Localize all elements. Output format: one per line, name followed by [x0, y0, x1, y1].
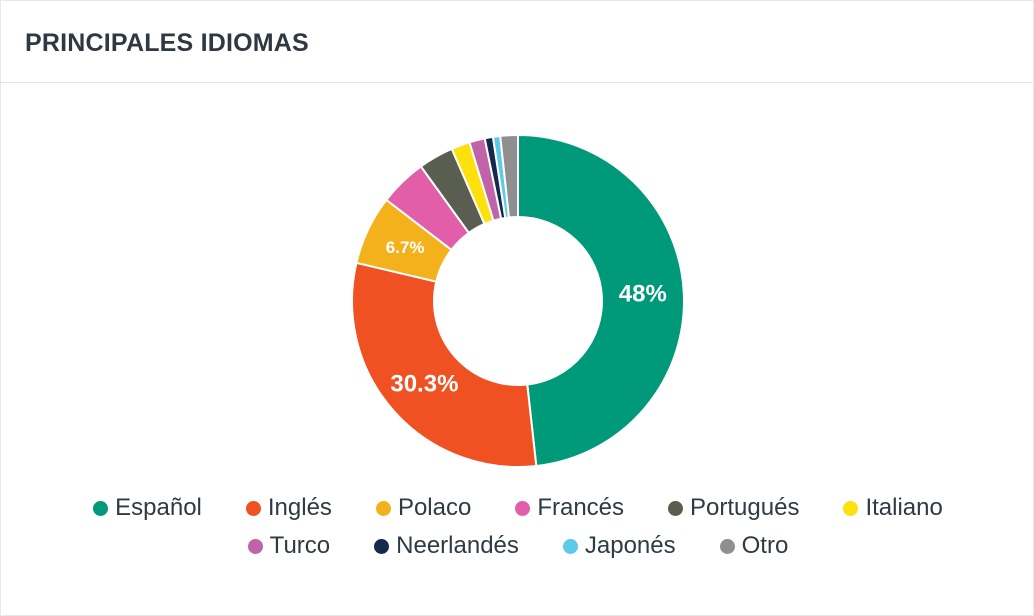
legend-label: Francés	[537, 494, 625, 521]
legend-label: Otro	[741, 532, 789, 559]
legend-dot-icon	[93, 500, 109, 516]
legend-dot-icon	[515, 500, 531, 516]
data-label-inglés: 30.3%	[390, 370, 458, 397]
legend-label: Polaco	[397, 494, 472, 521]
legend-dot-icon	[374, 538, 390, 554]
legend-label: Portugués	[690, 494, 800, 521]
legend-label: Turco	[269, 532, 331, 559]
legend-row: Español Inglés Polaco Francés Portugués Itali…	[1, 489, 1034, 527]
legend-dot-icon	[375, 500, 391, 516]
slice-inglés[interactable]	[351, 261, 538, 468]
card-header: PRINCIPALES IDIOMAS	[1, 1, 1033, 83]
slice-otro[interactable]	[499, 133, 519, 219]
legend-item-francés[interactable]: Francés	[515, 494, 624, 522]
legend-item-inglés[interactable]: Inglés	[245, 494, 332, 522]
donut-chart: 48% 30.3% 6.7%	[351, 133, 685, 468]
legend-item-español[interactable]: Español	[93, 494, 202, 522]
legend-dot-icon	[668, 500, 684, 516]
legend-dot-icon	[562, 538, 578, 554]
legend-dot-icon	[719, 538, 735, 554]
data-label-polaco: 6.7%	[386, 238, 425, 257]
legend-item-portugués[interactable]: Portugués	[668, 494, 799, 522]
legend-label: Inglés	[267, 494, 332, 521]
card-title: PRINCIPALES IDIOMAS	[25, 29, 309, 57]
legend-label: Japonés	[584, 532, 676, 559]
chart-legend: Español Inglés Polaco Francés Portugués Itali…	[1, 489, 1034, 565]
legend-dot-icon	[245, 500, 261, 516]
legend-item-italiano[interactable]: Italiano	[843, 494, 943, 522]
legend-dot-icon	[247, 538, 263, 554]
legend-row: Turco Neerlandés Japonés Otro	[1, 527, 1034, 565]
legend-item-polaco[interactable]: Polaco	[375, 494, 472, 522]
legend-item-neerlandés[interactable]: Neerlandés	[374, 532, 519, 560]
data-label-español: 48%	[619, 281, 667, 308]
legend-label: Español	[115, 494, 202, 521]
legend-item-turco[interactable]: Turco	[247, 532, 331, 560]
legend-label: Neerlandés	[396, 532, 519, 559]
legend-label: Italiano	[865, 494, 943, 521]
legend-dot-icon	[843, 500, 859, 516]
legend-item-otro[interactable]: Otro	[719, 532, 789, 560]
legend-item-japonés[interactable]: Japonés	[562, 532, 676, 560]
slice-español[interactable]	[517, 133, 685, 468]
